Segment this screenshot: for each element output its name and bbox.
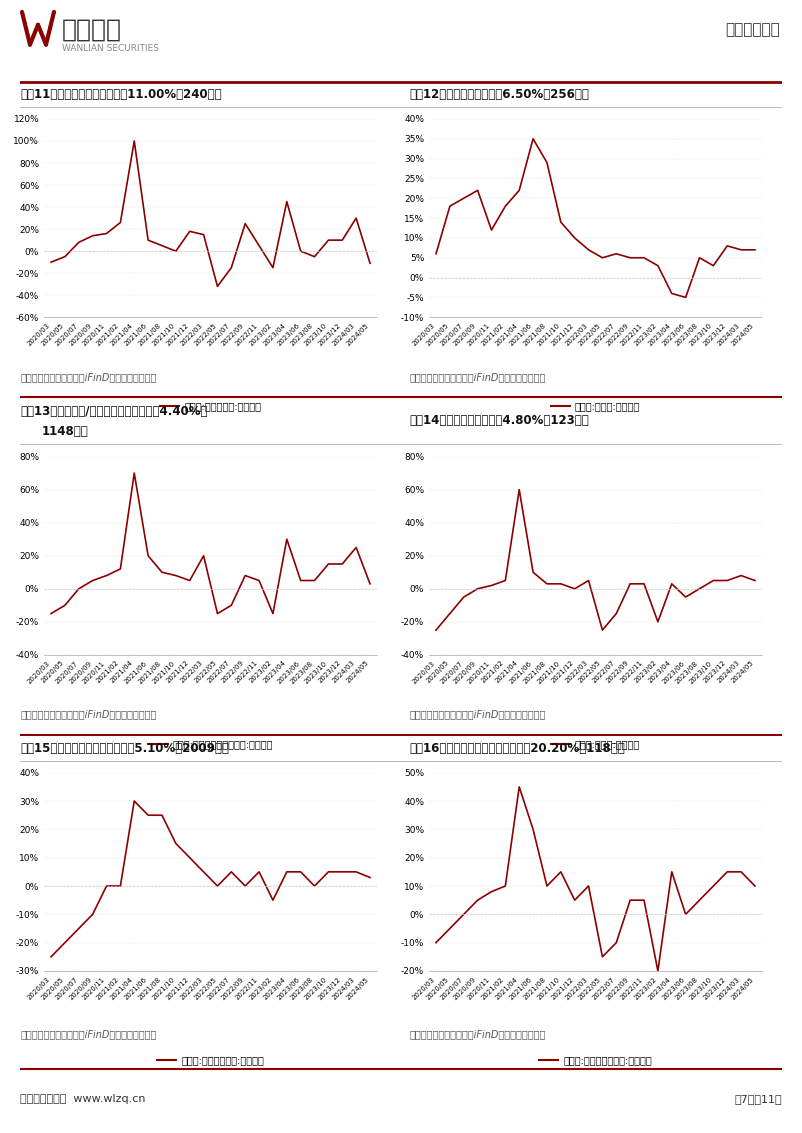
Text: 资料来源：国家统计局，iFinD，万联证券研究所: 资料来源：国家统计局，iFinD，万联证券研究所 bbox=[20, 709, 156, 719]
Legend: 零售额:体育娱乐用品类:当月同比: 零售额:体育娱乐用品类:当月同比 bbox=[535, 1051, 656, 1068]
Text: 图表12：饮料类零售额同增6.50%至256亿元: 图表12：饮料类零售额同增6.50%至256亿元 bbox=[409, 87, 589, 101]
Text: 第7页共11页: 第7页共11页 bbox=[735, 1094, 782, 1104]
Text: 万联证券研究所  www.wlzq.cn: 万联证券研究所 www.wlzq.cn bbox=[20, 1094, 145, 1104]
Text: 图表14：家具类零售额同增4.80%至123亿元: 图表14：家具类零售额同增4.80%至123亿元 bbox=[409, 414, 589, 427]
Text: 资料来源：国家统计局，iFinD，万联证券研究所: 资料来源：国家统计局，iFinD，万联证券研究所 bbox=[20, 372, 156, 382]
Text: 图表15：石油及制品类零售额同增5.10%至2009亿元: 图表15：石油及制品类零售额同增5.10%至2009亿元 bbox=[20, 742, 229, 756]
Text: 1148亿元: 1148亿元 bbox=[43, 425, 89, 438]
Text: 图表11：金银珠宝类零售额同减11.00%至240亿元: 图表11：金银珠宝类零售额同减11.00%至240亿元 bbox=[20, 87, 221, 101]
Text: 证券研究报告: 证券研究报告 bbox=[725, 23, 780, 37]
Legend: 零售额:金银珠宝类:当月同比: 零售额:金银珠宝类:当月同比 bbox=[156, 398, 265, 415]
Text: 资料来源：国家统计局，iFinD，万联证券研究所: 资料来源：国家统计局，iFinD，万联证券研究所 bbox=[409, 709, 545, 719]
Text: 图表13：服装鞋帽/针纺织品类零售额同增4.40%至: 图表13：服装鞋帽/针纺织品类零售额同增4.40%至 bbox=[20, 404, 208, 418]
Legend: 零售额:石油及制品类:当月同比: 零售额:石油及制品类:当月同比 bbox=[153, 1051, 268, 1068]
Text: 资料来源：国家统计局，iFinD，万联证券研究所: 资料来源：国家统计局，iFinD，万联证券研究所 bbox=[20, 1029, 156, 1039]
Text: 万联证券: 万联证券 bbox=[62, 18, 122, 42]
Text: 资料来源：国家统计局，iFinD，万联证券研究所: 资料来源：国家统计局，iFinD，万联证券研究所 bbox=[409, 372, 545, 382]
Text: 资料来源：国家统计局，iFinD，万联证券研究所: 资料来源：国家统计局，iFinD，万联证券研究所 bbox=[409, 1029, 545, 1039]
Legend: 零售额:服装鞋帽针纺织品类:当月同比: 零售额:服装鞋帽针纺织品类:当月同比 bbox=[144, 735, 277, 752]
Text: WANLIAN SECURITIES: WANLIAN SECURITIES bbox=[62, 43, 159, 52]
Legend: 零售额:家具类:当月同比: 零售额:家具类:当月同比 bbox=[547, 735, 644, 752]
Legend: 零售额:饮料类:当月同比: 零售额:饮料类:当月同比 bbox=[547, 398, 644, 415]
Text: 图表16：体育娱乐用品类零售额同增20.20%至118亿元: 图表16：体育娱乐用品类零售额同增20.20%至118亿元 bbox=[409, 742, 625, 756]
